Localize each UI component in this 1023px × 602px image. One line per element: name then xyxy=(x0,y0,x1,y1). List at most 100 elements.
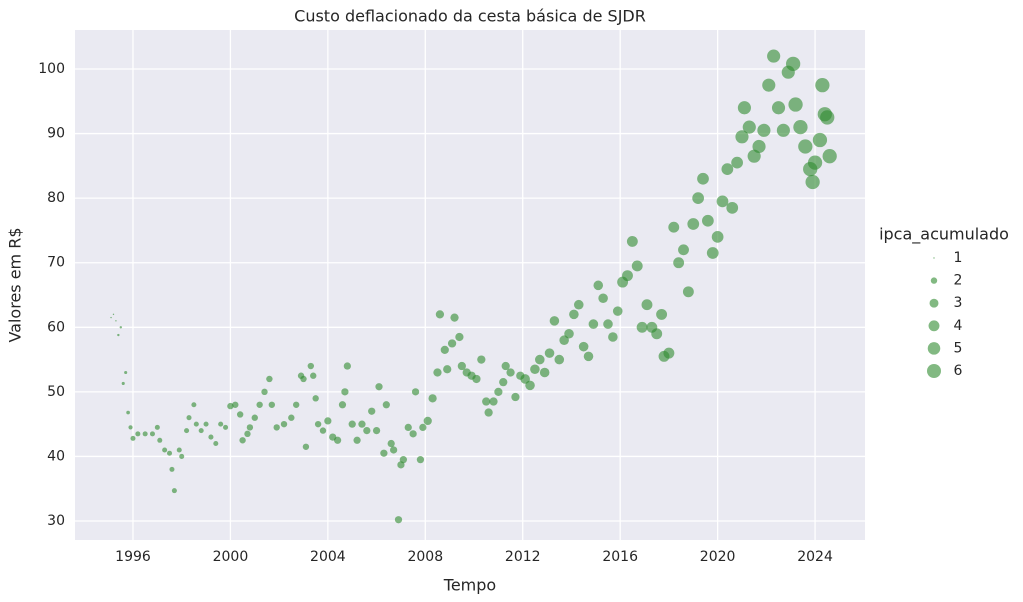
x-tick-label: 2016 xyxy=(602,549,638,565)
data-point xyxy=(682,286,694,298)
data-point xyxy=(598,293,608,304)
x-tick-label: 2004 xyxy=(310,549,346,565)
data-point xyxy=(544,348,555,358)
data-point xyxy=(472,374,481,384)
data-point xyxy=(227,402,234,410)
y-tick-label: 60 xyxy=(47,319,65,335)
data-point xyxy=(583,351,594,362)
data-point xyxy=(626,235,638,247)
data-point xyxy=(119,326,123,329)
legend-marker xyxy=(927,364,941,378)
data-point xyxy=(423,416,432,426)
data-point xyxy=(494,387,503,396)
data-point xyxy=(435,310,445,319)
data-point xyxy=(726,201,739,214)
data-point xyxy=(117,333,120,337)
data-point xyxy=(742,120,756,134)
data-point xyxy=(757,123,771,137)
data-point xyxy=(716,195,729,208)
data-point xyxy=(767,49,781,63)
data-point xyxy=(162,447,168,453)
data-point xyxy=(232,401,239,408)
data-point xyxy=(154,424,160,430)
data-point xyxy=(702,214,714,227)
data-point xyxy=(428,394,437,403)
y-tick-label: 90 xyxy=(47,126,65,142)
data-point xyxy=(549,316,560,326)
data-point xyxy=(447,339,457,348)
data-point xyxy=(530,364,540,375)
data-point xyxy=(135,431,141,437)
data-point xyxy=(805,174,820,190)
data-point xyxy=(798,139,813,154)
data-point xyxy=(711,231,724,243)
data-point xyxy=(363,426,371,435)
y-tick-label: 80 xyxy=(47,190,65,206)
data-point xyxy=(314,420,322,428)
data-point xyxy=(142,431,148,437)
data-point xyxy=(499,378,508,387)
data-point xyxy=(678,244,689,256)
data-point xyxy=(673,257,685,269)
data-point xyxy=(171,488,177,494)
legend-marker xyxy=(928,320,940,332)
y-tick-label: 30 xyxy=(47,513,65,529)
data-point xyxy=(312,395,319,402)
legend-marker xyxy=(933,257,935,259)
data-point xyxy=(554,354,565,365)
data-point xyxy=(812,132,828,148)
data-point xyxy=(341,388,349,396)
data-point xyxy=(409,430,417,438)
data-point xyxy=(404,423,412,432)
data-point xyxy=(251,414,258,421)
data-point xyxy=(338,401,347,409)
data-point xyxy=(692,192,705,205)
legend-marker xyxy=(929,298,939,308)
data-point xyxy=(203,421,209,427)
data-point xyxy=(573,299,584,310)
data-point xyxy=(390,446,398,454)
data-point xyxy=(288,414,295,421)
data-point xyxy=(307,362,314,370)
data-point xyxy=(333,436,342,444)
y-tick-label: 70 xyxy=(47,255,65,271)
legend-label: 5 xyxy=(954,340,963,356)
data-point xyxy=(261,388,268,396)
data-point xyxy=(820,110,835,125)
data-point xyxy=(433,368,442,377)
data-point xyxy=(218,421,224,427)
x-tick-label: 2024 xyxy=(797,549,833,565)
x-tick-label: 1996 xyxy=(115,549,151,565)
data-point xyxy=(186,415,192,421)
data-point xyxy=(455,332,464,342)
data-point xyxy=(110,316,112,319)
data-point xyxy=(387,439,395,448)
legend-marker xyxy=(927,342,941,355)
x-tick-label: 2012 xyxy=(505,549,541,565)
data-point xyxy=(121,381,125,386)
data-point xyxy=(411,388,420,396)
data-point xyxy=(179,453,185,459)
x-axis-label: Tempo xyxy=(443,576,496,595)
data-point xyxy=(651,328,663,340)
data-point xyxy=(747,149,761,163)
data-point xyxy=(822,149,837,164)
data-point xyxy=(236,411,244,418)
data-point xyxy=(319,427,327,434)
data-point xyxy=(636,321,648,333)
data-point xyxy=(343,362,351,370)
data-point xyxy=(578,341,589,352)
data-point xyxy=(457,361,466,371)
data-point xyxy=(169,466,175,472)
data-point xyxy=(115,320,117,322)
data-point xyxy=(807,155,823,170)
data-point xyxy=(112,313,115,316)
data-point xyxy=(268,401,276,408)
data-point xyxy=(176,447,182,453)
data-point xyxy=(706,247,719,259)
legend-label: 6 xyxy=(954,363,963,379)
data-point xyxy=(484,408,493,417)
data-point xyxy=(656,308,668,320)
data-point xyxy=(737,101,751,115)
